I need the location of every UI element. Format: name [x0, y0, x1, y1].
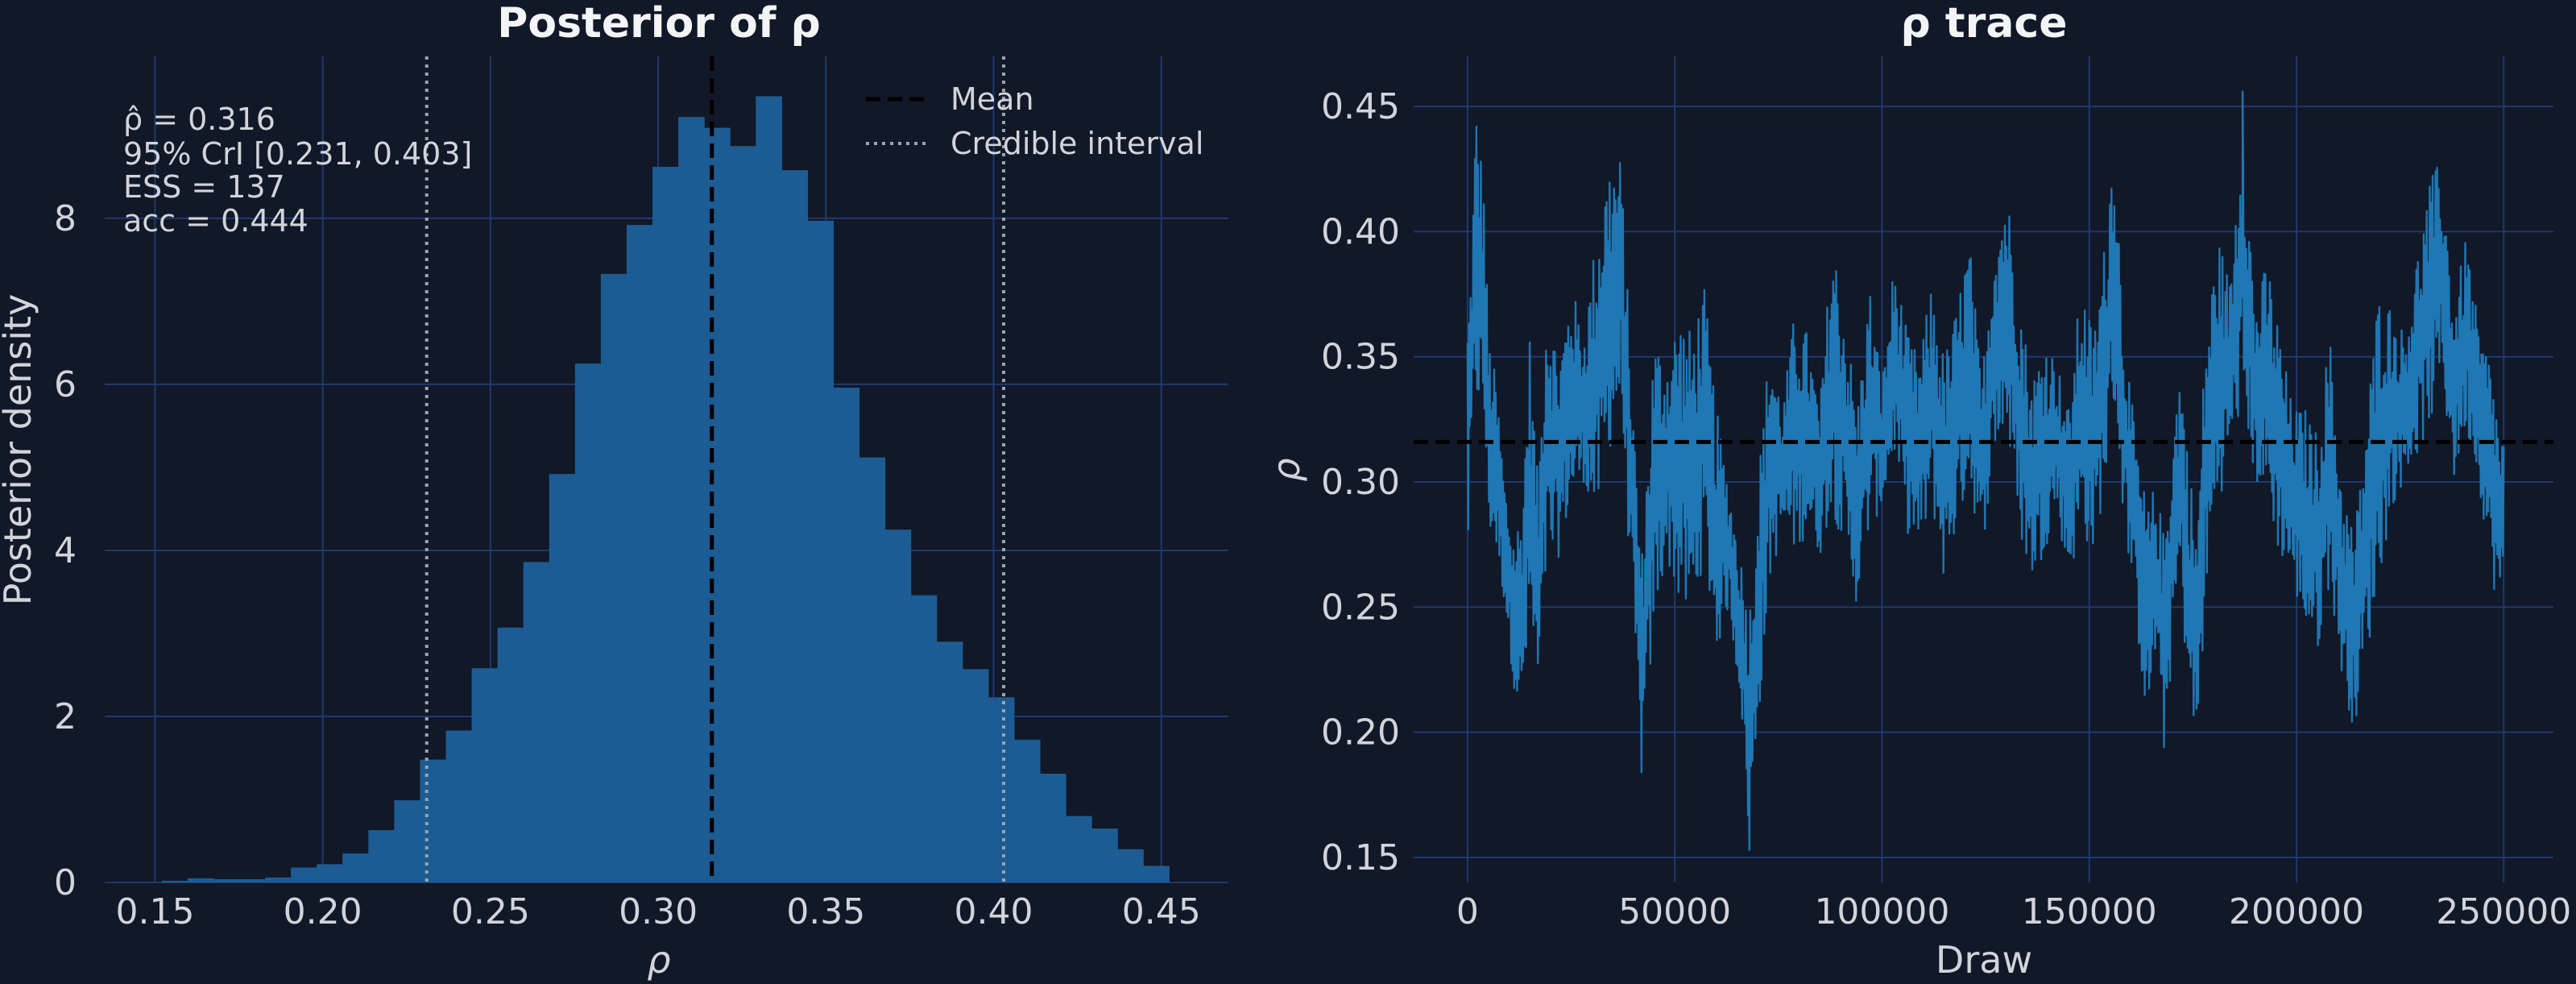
hist-bar [910, 595, 938, 882]
hist-bar [833, 388, 860, 882]
hist-bar [187, 878, 214, 882]
hist-bar [445, 730, 473, 882]
hist-legend: Mean Credible interval [866, 81, 1203, 161]
hist-title: Posterior of ρ [497, 0, 821, 48]
hist-x-tick-label: 0.20 [284, 891, 362, 932]
hist-bar [1117, 849, 1144, 882]
hist-y-tick-label: 2 [54, 696, 77, 737]
hist-x-tick-label: 0.15 [115, 891, 194, 932]
hist-y-tick-labels: 0 2 4 6 8 [54, 198, 77, 903]
hist-x-tick-label: 0.40 [955, 891, 1033, 932]
trace-line [1466, 90, 2505, 851]
hist-bar [678, 117, 705, 883]
hist-bars [161, 96, 1170, 883]
trace-x-tick-labels: 0 50000 100000 150000 200000 250000 [1456, 891, 2571, 932]
hist-reference-lines [425, 56, 1005, 882]
hist-y-tick-label: 4 [54, 530, 77, 571]
hist-bar [988, 697, 1015, 882]
hist-x-tick-label: 0.35 [786, 891, 865, 932]
hist-bar [523, 562, 550, 882]
hist-stats-annotation: ρ̂ = 0.316 95% CrI [0.231, 0.403] ESS = … [123, 102, 472, 239]
trace-y-tick-label: 0.30 [1321, 462, 1400, 503]
hist-bar [342, 853, 369, 882]
hist-y-axis-label: Posterior density [0, 294, 39, 606]
hist-bar [1143, 866, 1170, 882]
hist-bar [756, 96, 782, 882]
trace-x-tick-label: 0 [1456, 891, 1479, 932]
hist-bar [1013, 739, 1041, 882]
hist-bar [1039, 774, 1066, 882]
hist-bar [238, 878, 266, 882]
trace-panel: ρ trace 0 50000 100000 150000 200000 250000 0… [1265, 0, 2571, 982]
trace-y-tick-label: 0.20 [1321, 712, 1400, 754]
trace-x-tick-label: 100000 [1814, 891, 1949, 932]
hist-bar [1066, 816, 1092, 882]
hist-x-tick-labels: 0.15 0.20 0.25 0.30 0.35 0.40 0.45 [115, 891, 1200, 932]
trace-y-tick-label: 0.45 [1321, 86, 1400, 127]
hist-bar [317, 864, 343, 882]
hist-bar [626, 225, 653, 882]
hist-bar [781, 170, 808, 883]
hist-bar [859, 457, 886, 882]
hist-y-tick-label: 6 [54, 364, 77, 405]
legend-mean-label: Mean [950, 81, 1034, 117]
legend-credible-interval-label: Credible interval [950, 126, 1203, 161]
hist-bar [704, 127, 731, 883]
trace-y-tick-label: 0.15 [1321, 837, 1400, 878]
trace-title: ρ trace [1900, 0, 2067, 48]
hist-bar [291, 867, 317, 882]
hist-bar [368, 830, 395, 882]
trace-x-tick-label: 250000 [2436, 891, 2571, 932]
hist-bar [600, 273, 627, 882]
hist-bar [936, 641, 963, 882]
hist-bar [497, 627, 524, 882]
trace-x-tick-label: 200000 [2229, 891, 2364, 932]
trace-y-tick-label: 0.35 [1321, 337, 1400, 378]
hist-bar [213, 878, 240, 882]
hist-bar [549, 474, 576, 882]
hist-x-tick-label: 0.25 [451, 891, 530, 932]
hist-bar [1091, 828, 1118, 882]
hist-bar [394, 800, 421, 882]
hist-bar [574, 363, 602, 883]
hist-bar [161, 880, 188, 882]
rho-hat-text: ρ̂ = 0.316 [123, 102, 275, 137]
acceptance-text: acc = 0.444 [123, 203, 309, 239]
hist-bar [807, 220, 835, 882]
hist-y-tick-label: 8 [54, 198, 77, 239]
hist-bar [884, 529, 912, 882]
hist-bar [471, 668, 499, 882]
posterior-histogram-panel: Posterior of ρ 0.15 0.20 0.25 0.30 0.35 0.40 0… [0, 0, 1228, 982]
hist-bar [265, 877, 292, 882]
trace-y-tick-label: 0.40 [1321, 211, 1400, 252]
trace-y-tick-labels: 0.15 0.20 0.25 0.30 0.35 0.40 0.45 [1321, 86, 1400, 878]
trace-y-tick-label: 0.25 [1321, 587, 1400, 628]
hist-y-tick-label: 0 [54, 862, 77, 903]
ess-text: ESS = 137 [123, 169, 285, 205]
hist-x-tick-label: 0.45 [1122, 891, 1201, 932]
trace-x-tick-label: 50000 [1618, 891, 1731, 932]
hist-bar [652, 167, 679, 882]
hist-bar [420, 759, 447, 882]
trace-x-tick-label: 150000 [2022, 891, 2157, 932]
hist-x-axis-label: ρ [647, 938, 670, 982]
hist-bar [962, 669, 989, 882]
credible-interval-text: 95% CrI [0.231, 0.403] [123, 136, 472, 172]
trace-y-axis-label: ρ [1265, 458, 1308, 481]
hist-x-tick-label: 0.30 [619, 891, 698, 932]
hist-bar [730, 146, 756, 882]
trace-x-axis-label: Draw [1936, 938, 2032, 982]
